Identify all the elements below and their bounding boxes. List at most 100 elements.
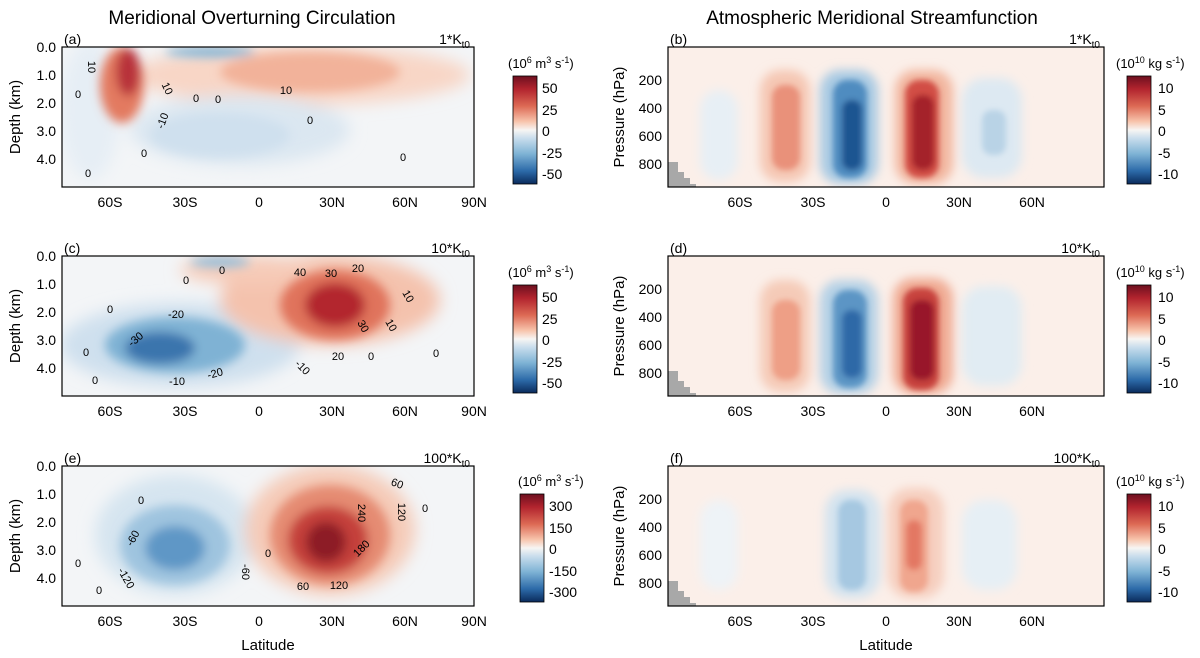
colorbar-tick: -5 [1158,354,1171,370]
x-tick-label: 60S [728,613,753,629]
contour-labels-c: 0 0 40 30 20 -20 10 -30 30 10 0 0 20 -10… [83,263,439,388]
colorbar-tick: 0 [542,332,550,348]
y-tick-label: 600 [639,128,663,144]
contour-label: 120 [395,503,407,521]
x-tick-label: 30N [319,194,345,210]
colorbar-tick: -5 [1158,563,1171,579]
panel-b: (b) 1*Kt0 200 400 600 800 Pressure (hPa)… [611,31,1185,210]
y-tick-label: 0.0 [37,39,57,55]
y-tick-label: 0.0 [37,248,57,264]
case-label: 10*Kt0 [1061,240,1100,260]
x-tick-label: 60N [392,194,418,210]
x-axis-c: 60S 30S 0 30N 60N 90N [98,403,487,419]
x-tick-label: 60N [392,613,418,629]
x-axis-a: 60S 30S 0 30N 60N 90N [98,194,487,210]
panel-e: 60 0 120 0 240 -60 180 -60 0 -120 0 60 1… [7,450,584,654]
panel-label: (c) [64,240,80,256]
case-label: 1*Kt0 [1069,31,1100,51]
x-axis-label: Latitude [859,637,912,654]
colorbar-tick: 10 [1158,498,1174,514]
y-axis-f: 200 400 600 800 Pressure (hPa) [611,486,662,591]
colorbar-tick: 50 [542,80,558,96]
colorbar-b: (1010 kg s-1) 10 5 0 -5 -10 [1116,55,1185,185]
contour-label: 0 [183,275,189,287]
x-axis-d: 60S 30S 0 30N 60N [728,403,1045,419]
colorbar-tick: 10 [1158,289,1174,305]
x-tick-label: 30N [946,194,972,210]
panel-label: (d) [670,240,687,256]
contour-label: 120 [330,580,348,592]
colorbar-tick: -25 [542,145,562,161]
y-tick-label: 200 [639,281,663,297]
x-tick-label: 60N [1019,194,1045,210]
contour-labels-a: 10 10 0 0 10 -10 0 0 0 0 0 [75,61,406,180]
colorbar-scale [1126,75,1152,185]
contour-label: 0 [83,347,89,359]
case-label-main: 100*K [424,450,463,466]
colorbar-e: (106 m3 s-1) 300 150 0 -150 -300 [518,473,584,603]
case-label-sub: t0 [462,249,471,260]
x-axis-b: 60S 30S 0 30N 60N [728,194,1045,210]
field-c [62,256,474,396]
contour-label: -20 [168,309,184,321]
contour-label: 0 [219,265,225,277]
colorbar-scale [512,75,538,185]
contour-label: 0 [193,93,199,105]
y-tick-label: 2.0 [37,514,57,530]
x-axis-f: 60S 30S 0 30N 60N Latitude [728,613,1045,654]
contour-label: 0 [75,89,81,101]
x-tick-label: 0 [882,194,890,210]
y-axis-label: Depth (km) [7,499,24,573]
x-axis-e: 60S 30S 0 30N 60N 90N Latitude [98,613,487,654]
y-axis-label: Pressure (hPa) [611,276,628,377]
y-tick-label: 2.0 [37,95,57,111]
panel-a: 10 10 0 0 10 -10 0 0 0 0 0 (a) 1*Kt0 0.0… [7,31,574,210]
y-tick-label: 2.0 [37,304,57,320]
contour-label: 0 [75,558,81,570]
contour-label: 0 [96,585,102,597]
colorbar-unit: (106 m3 s-1) [508,55,574,71]
colorbar-scale [512,284,538,394]
case-label-sub: t0 [462,40,471,51]
right-column-title: Atmospheric Meridional Streamfunction [706,8,1038,29]
colorbar-tick: -10 [1158,375,1178,391]
contour-label: -10 [155,111,172,130]
panel-c: 0 0 40 30 20 -20 10 -30 30 10 0 0 20 -10… [7,240,574,419]
colorbar-unit: (1010 kg s-1) [1116,55,1185,71]
case-label-main: 100*K [1054,450,1093,466]
contour-label: 0 [141,148,147,160]
colorbar-tick: 5 [1158,102,1166,118]
colorbar-tick: -25 [542,354,562,370]
colorbar-tick: 0 [1158,332,1166,348]
colorbar-tick: 0 [549,541,557,557]
contour-label: 10 [280,85,292,97]
y-axis-label: Pressure (hPa) [611,67,628,168]
x-tick-label: 30S [801,403,826,419]
x-tick-label: 0 [255,194,263,210]
panel-label: (f) [670,450,683,466]
x-tick-label: 30S [173,613,198,629]
x-tick-label: 30N [319,613,345,629]
y-tick-label: 200 [639,491,663,507]
contour-label: 0 [265,548,271,560]
contour-label: 240 [355,504,367,522]
case-label-main: 10*K [1061,240,1092,256]
contour-label: 0 [422,503,428,515]
x-tick-label: 60N [1019,613,1045,629]
colorbar-tick: 300 [549,498,573,514]
x-tick-label: 60N [392,403,418,419]
contour-label: -20 [206,366,224,382]
x-tick-label: 30N [946,403,972,419]
colorbar-tick: 50 [542,289,558,305]
topography [668,162,696,187]
panel-label: (e) [64,450,81,466]
colorbar-tick: 10 [1158,80,1174,96]
x-tick-label: 60S [98,403,123,419]
contour-label: 40 [294,267,306,279]
y-axis-b: 200 400 600 800 Pressure (hPa) [611,67,662,172]
contour-label: 20 [332,351,344,363]
colorbar-unit: (106 m3 s-1) [508,264,574,280]
x-tick-label: 60S [98,194,123,210]
case-label: 10*Kt0 [431,240,470,260]
